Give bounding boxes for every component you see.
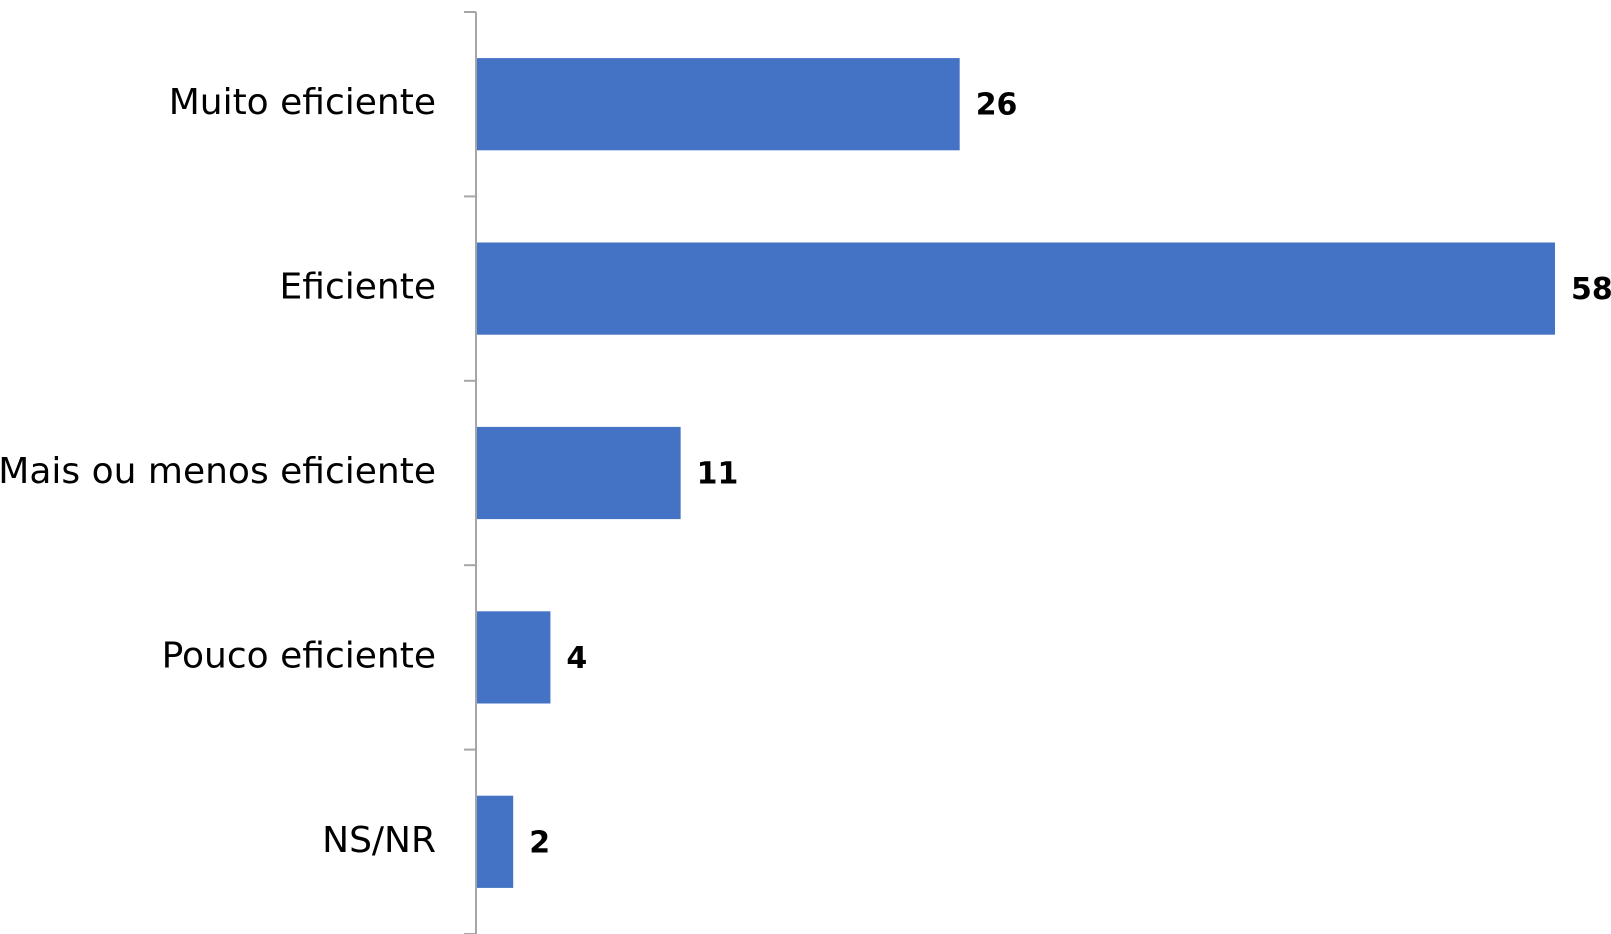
data-label: 11 <box>697 457 739 492</box>
category-label: Mais ou menos eficiente <box>0 451 436 492</box>
data-label: 26 <box>976 88 1018 123</box>
bars-layer <box>476 58 1555 888</box>
category-label: NS/NR <box>322 820 436 861</box>
data-label: 58 <box>1571 272 1611 307</box>
bar <box>476 58 960 151</box>
category-label: Eficiente <box>280 267 436 308</box>
category-label: Pouco eficiente <box>162 635 436 676</box>
category-label: Muito eficiente <box>169 82 436 123</box>
bar <box>476 611 551 704</box>
labels-layer: Muito eficiente 26 Eficiente 58 Mais ou meno… <box>0 82 1611 861</box>
category-axis <box>464 11 477 934</box>
data-label: 4 <box>566 641 587 676</box>
data-label: 2 <box>529 825 550 860</box>
bar <box>476 795 514 888</box>
bar <box>476 426 681 520</box>
bar <box>476 242 1555 335</box>
